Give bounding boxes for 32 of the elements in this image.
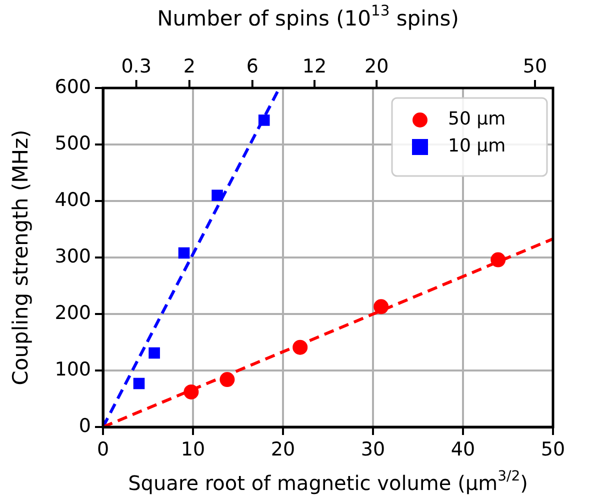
point [148, 347, 160, 359]
text: 0.3 [121, 55, 152, 78]
text: 50 [522, 55, 548, 78]
point [292, 340, 308, 355]
legend-label: 10 μm [448, 136, 506, 157]
text: 12 [302, 55, 327, 78]
y-tick-label: 600 [54, 76, 91, 98]
x-tick-label: 20 [270, 438, 296, 460]
point [212, 190, 223, 202]
y-tick-label: 0 [78, 414, 91, 437]
text: 2 [183, 55, 196, 78]
x-tick-label: 30 [360, 438, 386, 460]
point [220, 372, 235, 388]
y-tick-label: 100 [54, 358, 91, 380]
point [490, 252, 506, 268]
y-tick-label: 300 [54, 245, 91, 268]
point [258, 114, 270, 126]
x-tick-label: 10 [180, 438, 206, 460]
x-tick-label: 0 [96, 438, 110, 460]
point [133, 378, 145, 390]
point [184, 384, 199, 400]
legend-label: 50 μm [448, 108, 506, 130]
y-tick-label: 500 [54, 132, 91, 154]
text: 20 [364, 55, 389, 78]
x-tick-label: 50 [540, 438, 566, 460]
x-tick-label: 40 [450, 438, 476, 460]
y-axis-title: Coupling strength (MHz) [8, 130, 32, 386]
point [178, 247, 190, 259]
point [374, 299, 389, 314]
y-tick-label: 400 [54, 188, 91, 211]
y-tick-label: 200 [54, 302, 91, 324]
text: 6 [246, 55, 258, 78]
